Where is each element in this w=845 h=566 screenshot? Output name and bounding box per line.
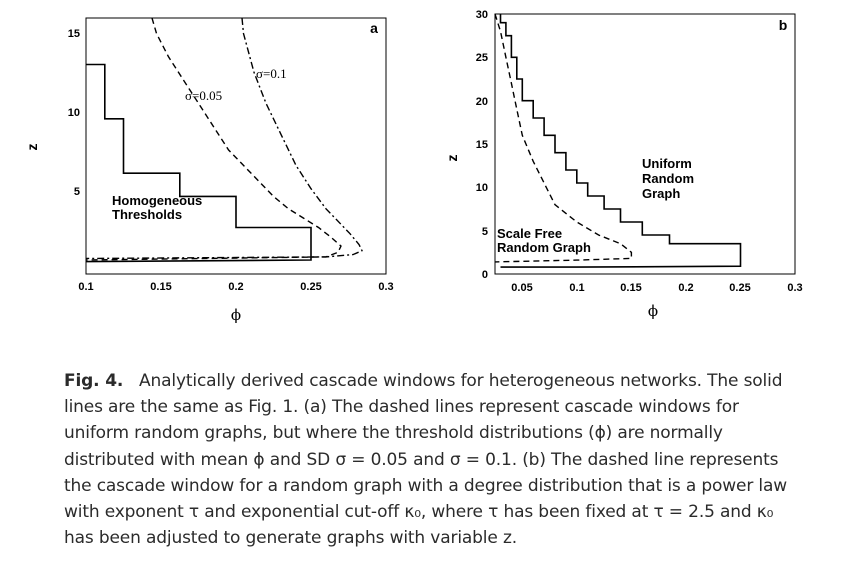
panel-a-xlabel: ϕ <box>231 306 241 324</box>
panel-a-frame <box>85 17 387 275</box>
x-tick-label: 0.1 <box>569 282 584 294</box>
annotation-line: Thresholds <box>112 207 182 222</box>
y-tick-label: 30 <box>476 9 488 21</box>
y-tick-label: 15 <box>476 139 488 151</box>
panel-a-y-ticks: 5 10 15 <box>68 28 80 198</box>
y-tick-label: 10 <box>68 107 80 119</box>
annotation-line: Uniform <box>642 156 692 171</box>
x-tick-label: 0.2 <box>228 281 243 293</box>
annotation-line: Homogeneous <box>112 193 202 208</box>
x-tick-label: 0.15 <box>620 282 641 294</box>
caption-text: Analytically derived cascade windows for… <box>64 371 788 549</box>
annotation-line: Scale Free <box>497 226 562 241</box>
panel-b-annotation-dash: Scale Free Random Graph <box>497 226 591 255</box>
y-tick-label: 20 <box>476 96 488 108</box>
caption-label: Fig. 4. <box>64 371 124 391</box>
x-tick-label: 0.1 <box>78 281 93 293</box>
y-tick-label: 0 <box>482 269 488 281</box>
panel-a-chart: z 5 10 15 0.1 0.15 0.2 0.25 0.3 ϕ a Homo… <box>24 17 394 324</box>
y-tick-label: 5 <box>482 226 488 238</box>
figure-caption: Fig. 4. Analytically derived cascade win… <box>64 368 804 551</box>
panel-a-letter: a <box>370 20 378 36</box>
x-tick-label: 0.3 <box>787 282 802 294</box>
series-line-dashed <box>494 13 633 263</box>
panel-a-annotation-solid: Homogeneous Thresholds <box>112 193 206 222</box>
x-tick-label: 0.05 <box>511 282 532 294</box>
panel-b-x-ticks: 0.05 0.1 0.15 0.2 0.25 0.3 <box>511 282 802 294</box>
panel-b-y-ticks: 0 5 10 15 20 25 30 <box>476 9 488 281</box>
annotation-line: Random <box>642 171 694 186</box>
panel-b-series <box>494 13 742 268</box>
series-line-solid <box>499 14 742 268</box>
x-tick-label: 0.3 <box>378 281 393 293</box>
panel-a-series <box>85 17 363 263</box>
panel-a-annotation-sigma005: σ=0.05 <box>185 88 222 103</box>
x-tick-label: 0.15 <box>150 281 171 293</box>
x-tick-label: 0.2 <box>678 282 693 294</box>
y-tick-label: 15 <box>68 28 80 40</box>
panel-b-chart: z 0 5 10 15 20 25 30 0.05 0.1 0.15 0.2 0… <box>444 9 803 320</box>
x-tick-label: 0.25 <box>729 282 750 294</box>
panel-b-frame <box>494 13 796 275</box>
panel-a-ylabel: z <box>24 144 40 151</box>
x-tick-label: 0.25 <box>300 281 321 293</box>
panel-a-annotation-sigma01: σ=0.1 <box>256 66 287 81</box>
panel-b-letter: b <box>779 17 788 33</box>
annotation-line: Graph <box>642 186 680 201</box>
y-tick-label: 10 <box>476 182 488 194</box>
panel-b-annotation-solid: Uniform Random Graph <box>642 156 698 201</box>
panel-a-x-ticks: 0.1 0.15 0.2 0.25 0.3 <box>78 281 393 293</box>
y-tick-label: 25 <box>476 52 488 64</box>
series-line-dashdot <box>85 17 363 260</box>
y-tick-label: 5 <box>74 186 80 198</box>
series-line-solid <box>85 63 312 263</box>
series-line-dashed <box>85 17 342 261</box>
annotation-line: Random Graph <box>497 240 591 255</box>
panel-b-xlabel: ϕ <box>648 302 658 320</box>
panel-b-ylabel: z <box>444 155 460 162</box>
